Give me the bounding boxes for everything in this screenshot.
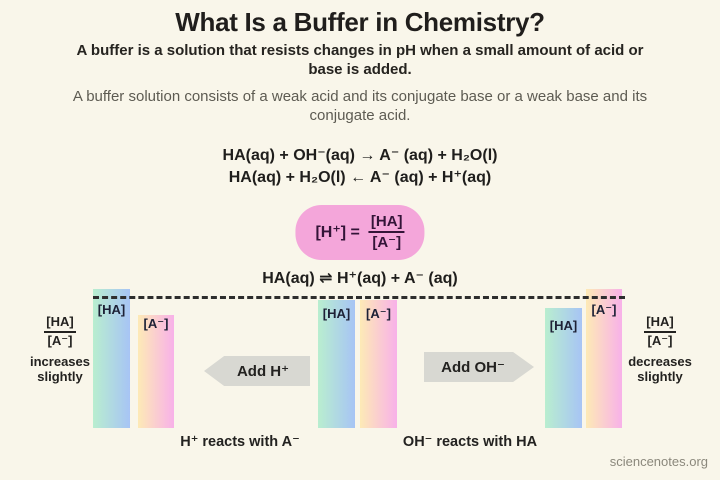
equation-forward: HA(aq) + OH⁻(aq) → A⁻ (aq) + H₂O(l) bbox=[222, 147, 498, 164]
hydrogen-ion-formula-box: [H⁺] = [HA] [A⁻] bbox=[295, 205, 425, 260]
bar-a-after-base bbox=[586, 289, 622, 428]
bar-ha-initial bbox=[318, 300, 355, 428]
buffer-composition-text: A buffer solution consists of a weak aci… bbox=[72, 88, 648, 125]
ratio-note-caption: decreases slightly bbox=[628, 353, 692, 385]
reference-dashed-line bbox=[93, 296, 625, 299]
buffer-equations: HA(aq) + OH⁻(aq) → A⁻ (aq) + H₂O(l) HA(a… bbox=[0, 145, 720, 190]
reaction-caption-base: OH⁻ reacts with HA bbox=[402, 434, 538, 450]
bar-ha-after-acid bbox=[93, 289, 130, 428]
ratio-fraction: [HA] [A⁻] bbox=[44, 314, 76, 349]
ratio-note-right: [HA] [A⁻] decreases slightly bbox=[618, 314, 702, 385]
bar-ha-after-base bbox=[545, 308, 582, 428]
ratio-denominator: [A⁻] bbox=[647, 332, 673, 348]
formula-numerator: [HA] bbox=[368, 213, 405, 234]
ratio-fraction: [HA] [A⁻] bbox=[644, 314, 676, 349]
formula-lhs: [H⁺] = bbox=[315, 224, 360, 242]
bar-a-after-acid bbox=[138, 315, 174, 428]
buffer-definition-text: A buffer is a solution that resists chan… bbox=[76, 42, 644, 79]
page-title: What Is a Buffer in Chemistry? bbox=[175, 7, 545, 37]
add-base-arrow: Add OH⁻ bbox=[424, 352, 534, 382]
ratio-numerator: [HA] bbox=[44, 314, 76, 333]
source-credit: sciencenotes.org bbox=[609, 454, 708, 469]
ratio-note-left: [HA] [A⁻] increases slightly bbox=[18, 314, 102, 385]
bar-label: [HA] bbox=[549, 318, 578, 333]
bar-label: [A⁻] bbox=[366, 306, 391, 321]
add-base-arrow-label: Add OH⁻ bbox=[441, 359, 505, 376]
equilibrium-equation: HA(aq) ⇌ H⁺(aq) + A⁻ (aq) bbox=[262, 270, 458, 287]
add-acid-arrow: Add H⁺ bbox=[204, 356, 310, 386]
formula-fraction: [HA] [A⁻] bbox=[368, 213, 405, 252]
ratio-numerator: [HA] bbox=[644, 314, 676, 333]
bar-a-initial bbox=[360, 300, 397, 428]
equation-reverse: HA(aq) + H₂O(l) ← A⁻ (aq) + H⁺(aq) bbox=[228, 169, 492, 187]
bar-label: [HA] bbox=[322, 306, 351, 321]
bar-label: [A⁻] bbox=[591, 302, 617, 317]
formula-denominator: [A⁻] bbox=[372, 234, 402, 252]
ratio-note-caption: increases slightly bbox=[30, 353, 90, 385]
bar-label: [A⁻] bbox=[143, 316, 169, 331]
bar-label: [HA] bbox=[97, 302, 126, 317]
add-acid-arrow-label: Add H⁺ bbox=[236, 363, 290, 380]
ratio-denominator: [A⁻] bbox=[47, 332, 73, 348]
reaction-caption-acid: H⁺ reacts with A⁻ bbox=[180, 434, 300, 450]
